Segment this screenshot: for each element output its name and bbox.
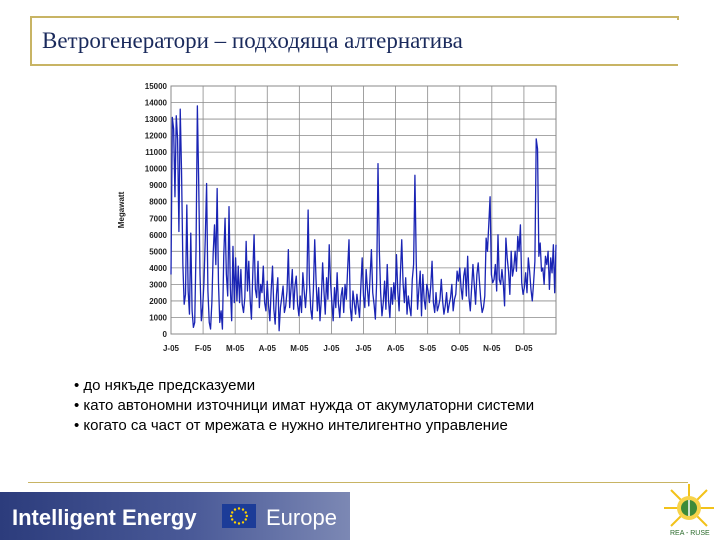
y-tick-label: 15000 (145, 82, 168, 91)
footer-divider (28, 482, 688, 483)
y-tick-label: 0 (163, 330, 168, 339)
title-frame-right (677, 16, 679, 20)
y-tick-label: 9000 (149, 181, 167, 190)
x-tick-label: M-05 (226, 344, 245, 353)
x-tick-label: A-05 (387, 344, 405, 353)
x-tick-label: S-05 (419, 344, 436, 353)
x-tick-label: F-05 (195, 344, 212, 353)
y-tick-label: 2000 (149, 297, 167, 306)
y-axis-label: Megawatt (117, 191, 126, 228)
y-tick-label: 10000 (145, 165, 168, 174)
x-tick-label: M-05 (290, 344, 309, 353)
y-tick-label: 11000 (145, 148, 167, 157)
title-frame-left (30, 16, 32, 64)
y-tick-label: 13000 (145, 115, 168, 124)
title-frame-bottom (30, 64, 678, 66)
x-tick-label: J-05 (163, 344, 180, 353)
x-tick-label: J-05 (323, 344, 340, 353)
y-tick-label: 8000 (149, 198, 167, 207)
y-tick-label: 7000 (149, 214, 167, 223)
y-tick-label: 1000 (149, 313, 167, 322)
x-tick-label: O-05 (451, 344, 469, 353)
eu-flag-icon (222, 504, 256, 528)
intelligent-energy-banner (0, 492, 350, 540)
logo-caption: REA - RUSE (670, 530, 710, 537)
brand-europe: Europe (266, 505, 337, 530)
bullet-list: • до някъде предсказуеми • като автономн… (74, 376, 534, 436)
bullet-item-storage: • като автономни източници имат нужда от… (74, 397, 535, 414)
x-tick-label: D-05 (515, 344, 533, 353)
bullet-item-predictable: • до някъде предсказуеми (74, 377, 256, 394)
x-tick-label: N-05 (483, 344, 501, 353)
y-tick-label: 14000 (145, 99, 168, 108)
x-tick-label: A-05 (259, 344, 277, 353)
slide-title: Ветрогенератори – подходяща алтернатива (42, 28, 463, 53)
y-tick-label: 3000 (149, 280, 167, 289)
y-tick-label: 6000 (149, 231, 167, 240)
rea-ruse-sun-logo-icon (664, 484, 714, 527)
title-frame-top (30, 16, 678, 18)
y-tick-label: 5000 (149, 247, 167, 256)
y-tick-label: 4000 (149, 264, 167, 273)
brand-intelligent-energy: Intelligent Energy (12, 505, 197, 530)
series-line (170, 105, 557, 332)
x-tick-label: J-05 (355, 344, 372, 353)
y-tick-label: 12000 (145, 132, 168, 141)
bullet-item-grid-control: • когато са част от мрежата е нужно инте… (74, 417, 508, 434)
